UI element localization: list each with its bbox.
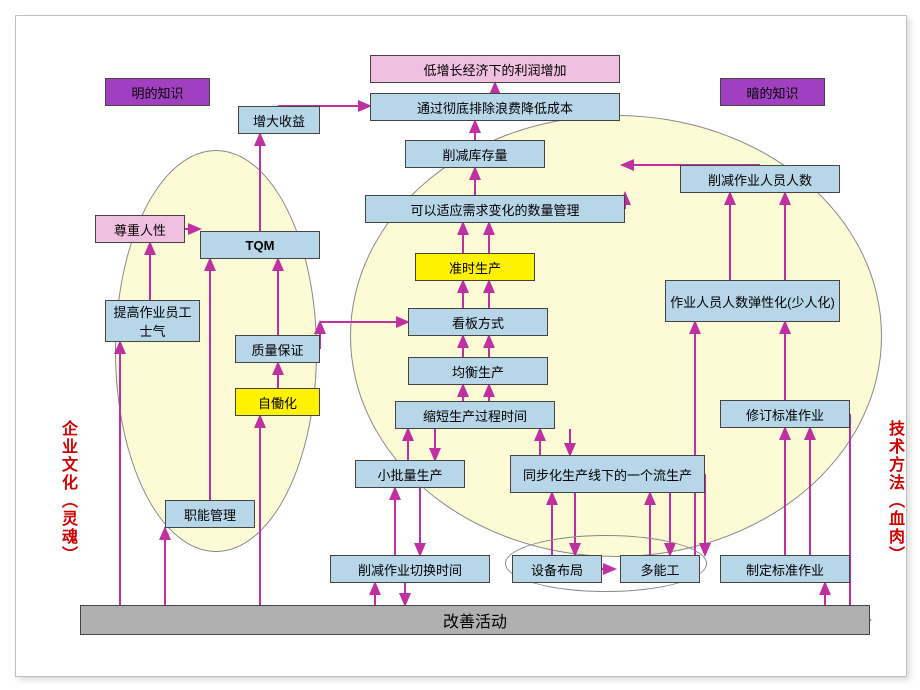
node-tqm: TQM [200, 231, 320, 259]
node-kanban: 看板方式 [408, 308, 548, 336]
node-func_mgmt: 职能管理 [165, 500, 255, 528]
node-cut_workers: 削减作业人员人数 [680, 165, 840, 193]
node-qa: 质量保证 [235, 335, 320, 363]
node-jidoka: 自働化 [235, 388, 320, 416]
node-explicit: 明的知识 [105, 78, 210, 106]
right-side-label: 技术方法（血肉） [882, 420, 906, 564]
node-cut_setup: 削减作业切换时间 [330, 555, 490, 583]
node-profit: 低增长经济下的利润增加 [370, 55, 620, 83]
node-qty_mgmt: 可以适应需求变化的数量管理 [365, 195, 625, 223]
node-morale: 提高作业员工士气 [105, 300, 200, 342]
node-layout: 设备布局 [512, 555, 602, 583]
node-make_std: 制定标准作业 [720, 555, 850, 583]
node-respect: 尊重人性 [95, 215, 185, 243]
node-shorten: 缩短生产过程时间 [395, 401, 555, 429]
left-side-label: 企业文化（灵魂） [55, 420, 79, 564]
node-heijunka: 均衡生产 [408, 357, 548, 385]
node-tacit: 暗的知识 [720, 78, 825, 106]
node-small_lot: 小批量生产 [355, 460, 465, 488]
node-one_piece: 同步化生产线下的一个流生产 [510, 455, 705, 493]
node-cut_inventory: 削减库存量 [405, 140, 545, 168]
node-jit: 准时生产 [415, 253, 535, 281]
node-reduce_cost: 通过彻底排除浪费降低成本 [370, 93, 620, 121]
node-kaizen: 改善活动 [80, 605, 870, 635]
node-worker_flex: 作业人员人数弹性化(少人化) [665, 280, 840, 322]
node-revise_std: 修订标准作业 [720, 400, 850, 428]
node-increase_rev: 增大收益 [238, 106, 320, 134]
node-multiskill: 多能工 [620, 555, 700, 583]
